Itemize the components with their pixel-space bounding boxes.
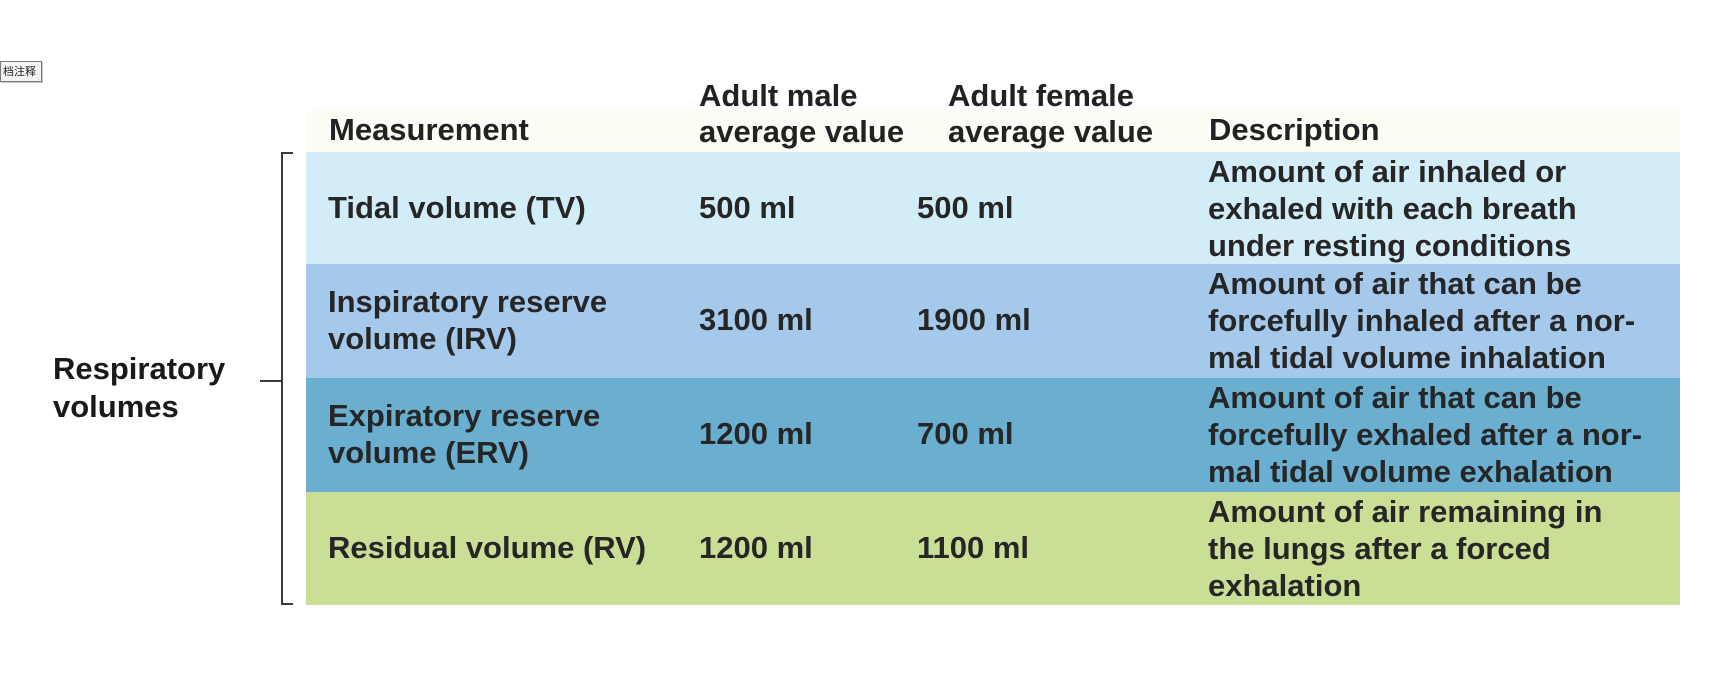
cell-measurement: Tidal volume (TV) xyxy=(328,189,586,226)
description-line: Amount of air remaining in xyxy=(1208,494,1603,529)
description-line: exhalation xyxy=(1208,568,1362,603)
header-female: Adult female average value xyxy=(948,78,1153,150)
header-female-line1: Adult female xyxy=(948,78,1135,113)
measurement-line2: volume (IRV) xyxy=(328,321,517,356)
header-description: Description xyxy=(1209,112,1380,147)
table-header-row xyxy=(306,110,1680,152)
header-female-line2: average value xyxy=(948,114,1154,149)
cell-female-value: 1900 ml xyxy=(917,302,1031,337)
measurement-line1: Tidal volume (TV) xyxy=(328,190,586,225)
header-male-line2: average value xyxy=(699,114,905,149)
respiratory-volumes-label: Respiratory volumes xyxy=(53,350,225,426)
measurement-line1: Residual volume (RV) xyxy=(328,530,647,565)
group-bracket-tick xyxy=(260,380,282,382)
cell-description: Amount of air that can be forcefully inh… xyxy=(1208,265,1678,376)
group-label-line2: volumes xyxy=(53,389,179,424)
description-line: mal tidal volume inhalation xyxy=(1208,340,1606,375)
cell-measurement: Residual volume (RV) xyxy=(328,529,646,566)
description-line: mal tidal volume exhalation xyxy=(1208,454,1613,489)
measurement-line2: volume (ERV) xyxy=(328,435,529,470)
description-line: the lungs after a forced xyxy=(1208,531,1551,566)
cell-male-value: 500 ml xyxy=(699,190,796,225)
cell-measurement: Inspiratory reserve volume (IRV) xyxy=(328,283,607,357)
header-male-line1: Adult male xyxy=(699,78,858,113)
cell-description: Amount of air that can be forcefully exh… xyxy=(1208,379,1678,490)
annotation-tag[interactable]: 档注释 xyxy=(0,61,42,82)
table-row-residual-volume: Residual volume (RV) 1200 ml 1100 ml Amo… xyxy=(306,492,1680,605)
cell-description: Amount of air inhaled or exhaled with ea… xyxy=(1208,153,1678,264)
description-line: forcefully exhaled after a nor- xyxy=(1208,417,1643,452)
cell-male-value: 1200 ml xyxy=(699,530,813,565)
table-row-expiratory-reserve: Expiratory reserve volume (ERV) 1200 ml … xyxy=(306,378,1680,492)
measurement-line1: Expiratory reserve xyxy=(328,398,601,433)
group-label-line1: Respiratory xyxy=(53,351,226,386)
cell-female-value: 1100 ml xyxy=(917,530,1030,565)
table-row-tidal-volume: Tidal volume (TV) 500 ml 500 ml Amount o… xyxy=(306,152,1680,264)
description-line: forcefully inhaled after a nor- xyxy=(1208,303,1636,338)
cell-female-value: 700 ml xyxy=(917,416,1014,451)
cell-male-value: 3100 ml xyxy=(699,302,813,337)
description-line: Amount of air that can be xyxy=(1208,380,1582,415)
description-line: Amount of air that can be xyxy=(1208,266,1582,301)
description-line: exhaled with each breath xyxy=(1208,191,1577,226)
cell-female-value: 500 ml xyxy=(917,190,1014,225)
cell-description: Amount of air remaining in the lungs aft… xyxy=(1208,493,1678,604)
measurement-line1: Inspiratory reserve xyxy=(328,284,608,319)
table-row-inspiratory-reserve: Inspiratory reserve volume (IRV) 3100 ml… xyxy=(306,264,1680,378)
cell-measurement: Expiratory reserve volume (ERV) xyxy=(328,397,600,471)
description-line: under resting conditions xyxy=(1208,228,1572,263)
description-line: Amount of air inhaled or xyxy=(1208,154,1567,189)
group-bracket xyxy=(281,152,293,605)
header-measurement: Measurement xyxy=(329,112,529,147)
cell-male-value: 1200 ml xyxy=(699,416,813,451)
header-male: Adult male average value xyxy=(699,78,904,150)
